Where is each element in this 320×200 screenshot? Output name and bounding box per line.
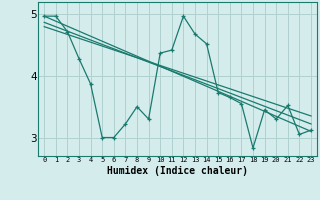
X-axis label: Humidex (Indice chaleur): Humidex (Indice chaleur): [107, 166, 248, 176]
